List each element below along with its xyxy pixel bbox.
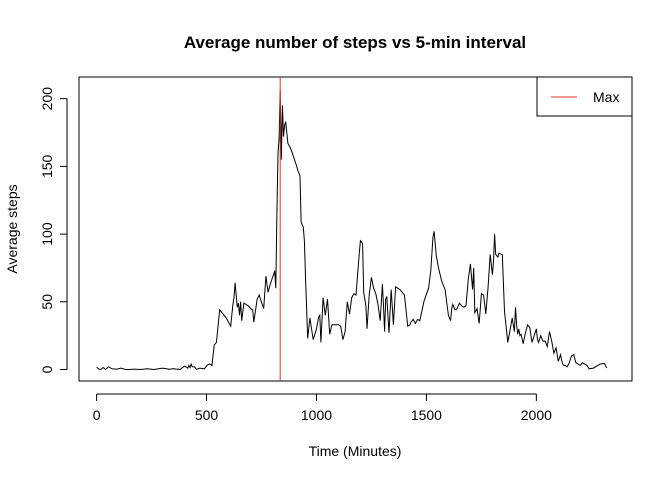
x-tick-label: 1000 — [301, 407, 332, 423]
y-tick-label: 150 — [39, 154, 55, 178]
legend-label: Max — [593, 89, 619, 105]
x-axis-label: Time (Minutes) — [309, 443, 402, 459]
y-axis-label: Average steps — [4, 184, 20, 273]
y-tick-label: 200 — [39, 87, 55, 111]
y-tick-label: 0 — [39, 365, 55, 373]
axes: 0 500 1000 1500 2000 0 50 100 150 200 — [39, 87, 552, 423]
y-tick-label: 50 — [39, 294, 55, 310]
y-tick-label: 100 — [39, 222, 55, 246]
x-tick-label: 2000 — [521, 407, 552, 423]
x-tick-label: 500 — [195, 407, 219, 423]
legend: Max — [536, 76, 633, 117]
x-tick-label: 1500 — [411, 407, 442, 423]
plot-frame — [78, 76, 633, 382]
x-tick-label: 0 — [93, 407, 101, 423]
data-line — [96, 90, 608, 371]
chart-title: Average number of steps vs 5-min interva… — [184, 33, 526, 52]
